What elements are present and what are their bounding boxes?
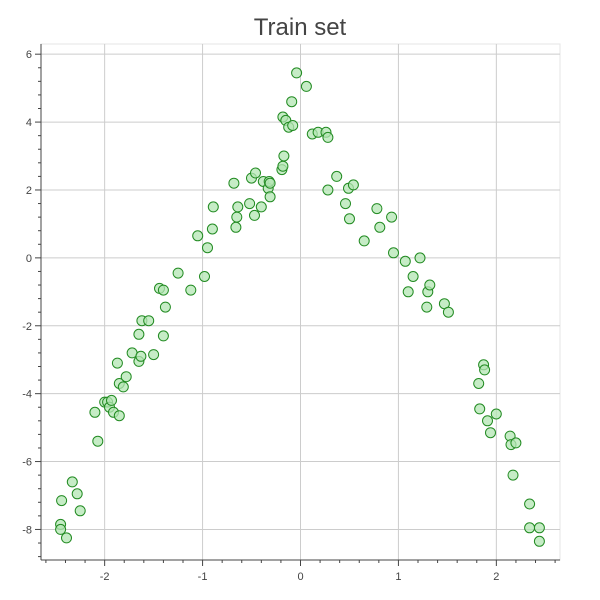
data-point bbox=[249, 209, 260, 221]
data-point bbox=[442, 306, 454, 318]
data-point bbox=[331, 170, 343, 182]
y-tick-label: -6 bbox=[22, 457, 32, 469]
x-tick-label: 2 bbox=[493, 571, 499, 583]
data-point bbox=[143, 315, 155, 327]
data-point bbox=[358, 235, 370, 247]
data-point bbox=[255, 201, 267, 213]
data-point bbox=[421, 301, 433, 313]
data-point bbox=[157, 284, 169, 296]
x-tick-label: 1 bbox=[395, 571, 401, 583]
data-point bbox=[120, 371, 132, 383]
data-point bbox=[202, 242, 213, 254]
data-point bbox=[207, 201, 219, 213]
y-tick-label: -8 bbox=[22, 524, 32, 536]
data-point bbox=[347, 179, 359, 191]
data-point bbox=[277, 160, 289, 172]
data-point bbox=[340, 198, 351, 210]
x-tick-label: 0 bbox=[297, 571, 303, 583]
data-point bbox=[524, 498, 536, 510]
x-tick-label: -2 bbox=[100, 571, 110, 583]
data-point bbox=[71, 488, 83, 500]
data-point bbox=[185, 284, 197, 296]
data-point bbox=[231, 211, 243, 223]
data-points bbox=[55, 67, 545, 547]
data-point bbox=[291, 67, 303, 79]
data-point bbox=[228, 177, 240, 189]
data-point bbox=[407, 271, 419, 282]
data-point bbox=[371, 203, 383, 215]
data-point bbox=[533, 522, 545, 534]
data-point bbox=[424, 279, 436, 291]
data-point bbox=[399, 255, 411, 267]
data-point bbox=[199, 271, 210, 282]
data-point bbox=[322, 184, 334, 196]
data-point bbox=[111, 357, 123, 369]
y-tick-label: -4 bbox=[22, 389, 32, 401]
data-point bbox=[510, 437, 522, 449]
data-point bbox=[490, 408, 502, 420]
data-point bbox=[55, 523, 67, 535]
data-point bbox=[206, 223, 218, 235]
data-point bbox=[374, 221, 386, 233]
data-point bbox=[386, 211, 398, 223]
data-point bbox=[507, 469, 519, 481]
data-point bbox=[74, 505, 86, 517]
y-tick-label: 2 bbox=[26, 185, 32, 197]
data-point bbox=[92, 435, 104, 447]
data-point bbox=[192, 230, 204, 242]
y-tick-label: 0 bbox=[26, 253, 32, 265]
data-point bbox=[287, 120, 299, 131]
chart-title: Train set bbox=[254, 14, 347, 41]
data-point bbox=[473, 378, 485, 389]
data-point bbox=[264, 177, 276, 189]
data-point bbox=[278, 150, 290, 162]
data-point bbox=[230, 221, 242, 233]
data-point bbox=[244, 198, 256, 210]
data-point bbox=[474, 403, 486, 415]
data-point bbox=[148, 349, 160, 361]
axes: -2 -1 0 1 2 -8 -6 -4 -2 0 2 4 6 bbox=[22, 44, 560, 583]
data-point bbox=[61, 532, 72, 544]
data-point bbox=[89, 406, 101, 418]
data-point bbox=[172, 267, 184, 279]
data-point bbox=[322, 131, 334, 143]
data-point bbox=[264, 191, 276, 203]
data-point bbox=[286, 96, 298, 108]
data-point bbox=[344, 213, 355, 225]
data-point bbox=[117, 381, 129, 393]
data-point bbox=[113, 410, 125, 422]
data-point bbox=[66, 476, 78, 488]
y-tick-label: 6 bbox=[26, 49, 32, 61]
y-tick-label: 4 bbox=[26, 117, 32, 129]
data-point bbox=[157, 330, 169, 342]
data-point bbox=[388, 247, 399, 259]
data-point bbox=[479, 364, 491, 376]
data-point bbox=[250, 167, 261, 179]
data-point bbox=[135, 350, 147, 362]
data-point bbox=[485, 427, 496, 439]
data-point bbox=[133, 328, 145, 340]
data-point bbox=[300, 80, 312, 92]
data-point bbox=[106, 394, 117, 406]
data-point bbox=[56, 495, 68, 507]
data-point bbox=[232, 201, 244, 213]
data-point bbox=[159, 301, 171, 313]
data-point bbox=[524, 522, 536, 534]
x-tick-label: -1 bbox=[198, 571, 208, 583]
data-point bbox=[402, 286, 414, 298]
data-point bbox=[482, 415, 493, 427]
data-point bbox=[533, 535, 545, 547]
data-point bbox=[414, 252, 426, 264]
grid bbox=[40, 43, 561, 561]
y-tick-label: -2 bbox=[22, 321, 32, 333]
